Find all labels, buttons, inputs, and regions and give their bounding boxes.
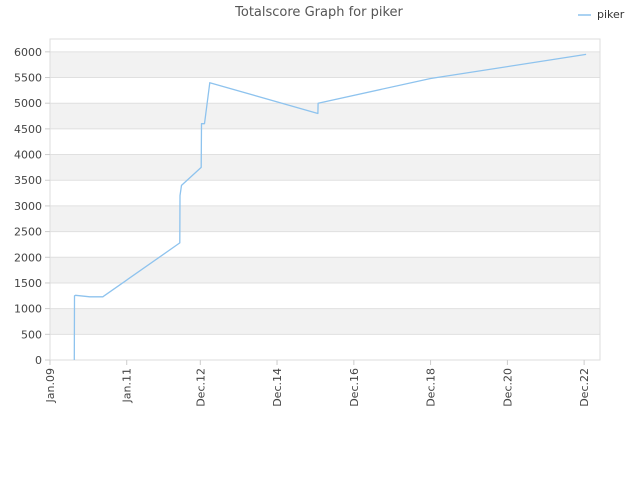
x-tick-label: Dec.20 bbox=[501, 368, 514, 407]
gridlines bbox=[50, 51, 600, 361]
y-tick-label: 1000 bbox=[14, 303, 42, 316]
plot-band bbox=[50, 154, 600, 181]
legend-label: piker bbox=[597, 8, 625, 21]
series-line-piker bbox=[73, 53, 587, 361]
legend: piker bbox=[578, 8, 625, 21]
y-tick-label: 2000 bbox=[14, 251, 42, 264]
x-tick-label: Dec.14 bbox=[271, 368, 284, 407]
y-tick-label: 500 bbox=[21, 328, 42, 341]
y-tick-label: 4500 bbox=[14, 123, 42, 136]
plot-bands bbox=[50, 51, 600, 335]
y-tick-label: 0 bbox=[35, 354, 42, 367]
x-tick-label: Dec.16 bbox=[348, 368, 361, 407]
series-layer bbox=[73, 53, 587, 361]
chart-title: Totalscore Graph for piker bbox=[234, 5, 403, 20]
x-tick-label: Dec.18 bbox=[425, 368, 438, 407]
y-tick-label: 5500 bbox=[14, 72, 42, 85]
plot-band bbox=[50, 205, 600, 232]
y-tick-label: 3500 bbox=[14, 174, 42, 187]
x-tick-label: Jan.09 bbox=[44, 368, 57, 403]
y-axis: 0 500 1000 1500 2000 2500 3000 3500 4000 4500 5000… bbox=[14, 46, 50, 367]
y-tick-label: 2500 bbox=[14, 226, 42, 239]
x-tick-label: Jan.11 bbox=[121, 368, 134, 403]
plot-band bbox=[50, 308, 600, 335]
plot-band bbox=[50, 257, 600, 283]
x-axis: Jan.09 Jan.11 Dec.12 Dec.14 Dec.16 Dec.18 Dec.… bbox=[44, 360, 591, 407]
x-tick-label: Dec.22 bbox=[578, 368, 591, 407]
plot-frame bbox=[49, 38, 601, 361]
plot-band bbox=[50, 51, 600, 78]
y-tick-label: 4000 bbox=[14, 149, 42, 162]
y-tick-label: 3000 bbox=[14, 200, 42, 213]
y-tick-label: 1500 bbox=[14, 277, 42, 290]
y-tick-label: 5000 bbox=[14, 97, 42, 110]
plot-band bbox=[50, 103, 600, 129]
y-tick-label: 6000 bbox=[14, 46, 42, 59]
x-tick-label: Dec.12 bbox=[194, 368, 207, 407]
